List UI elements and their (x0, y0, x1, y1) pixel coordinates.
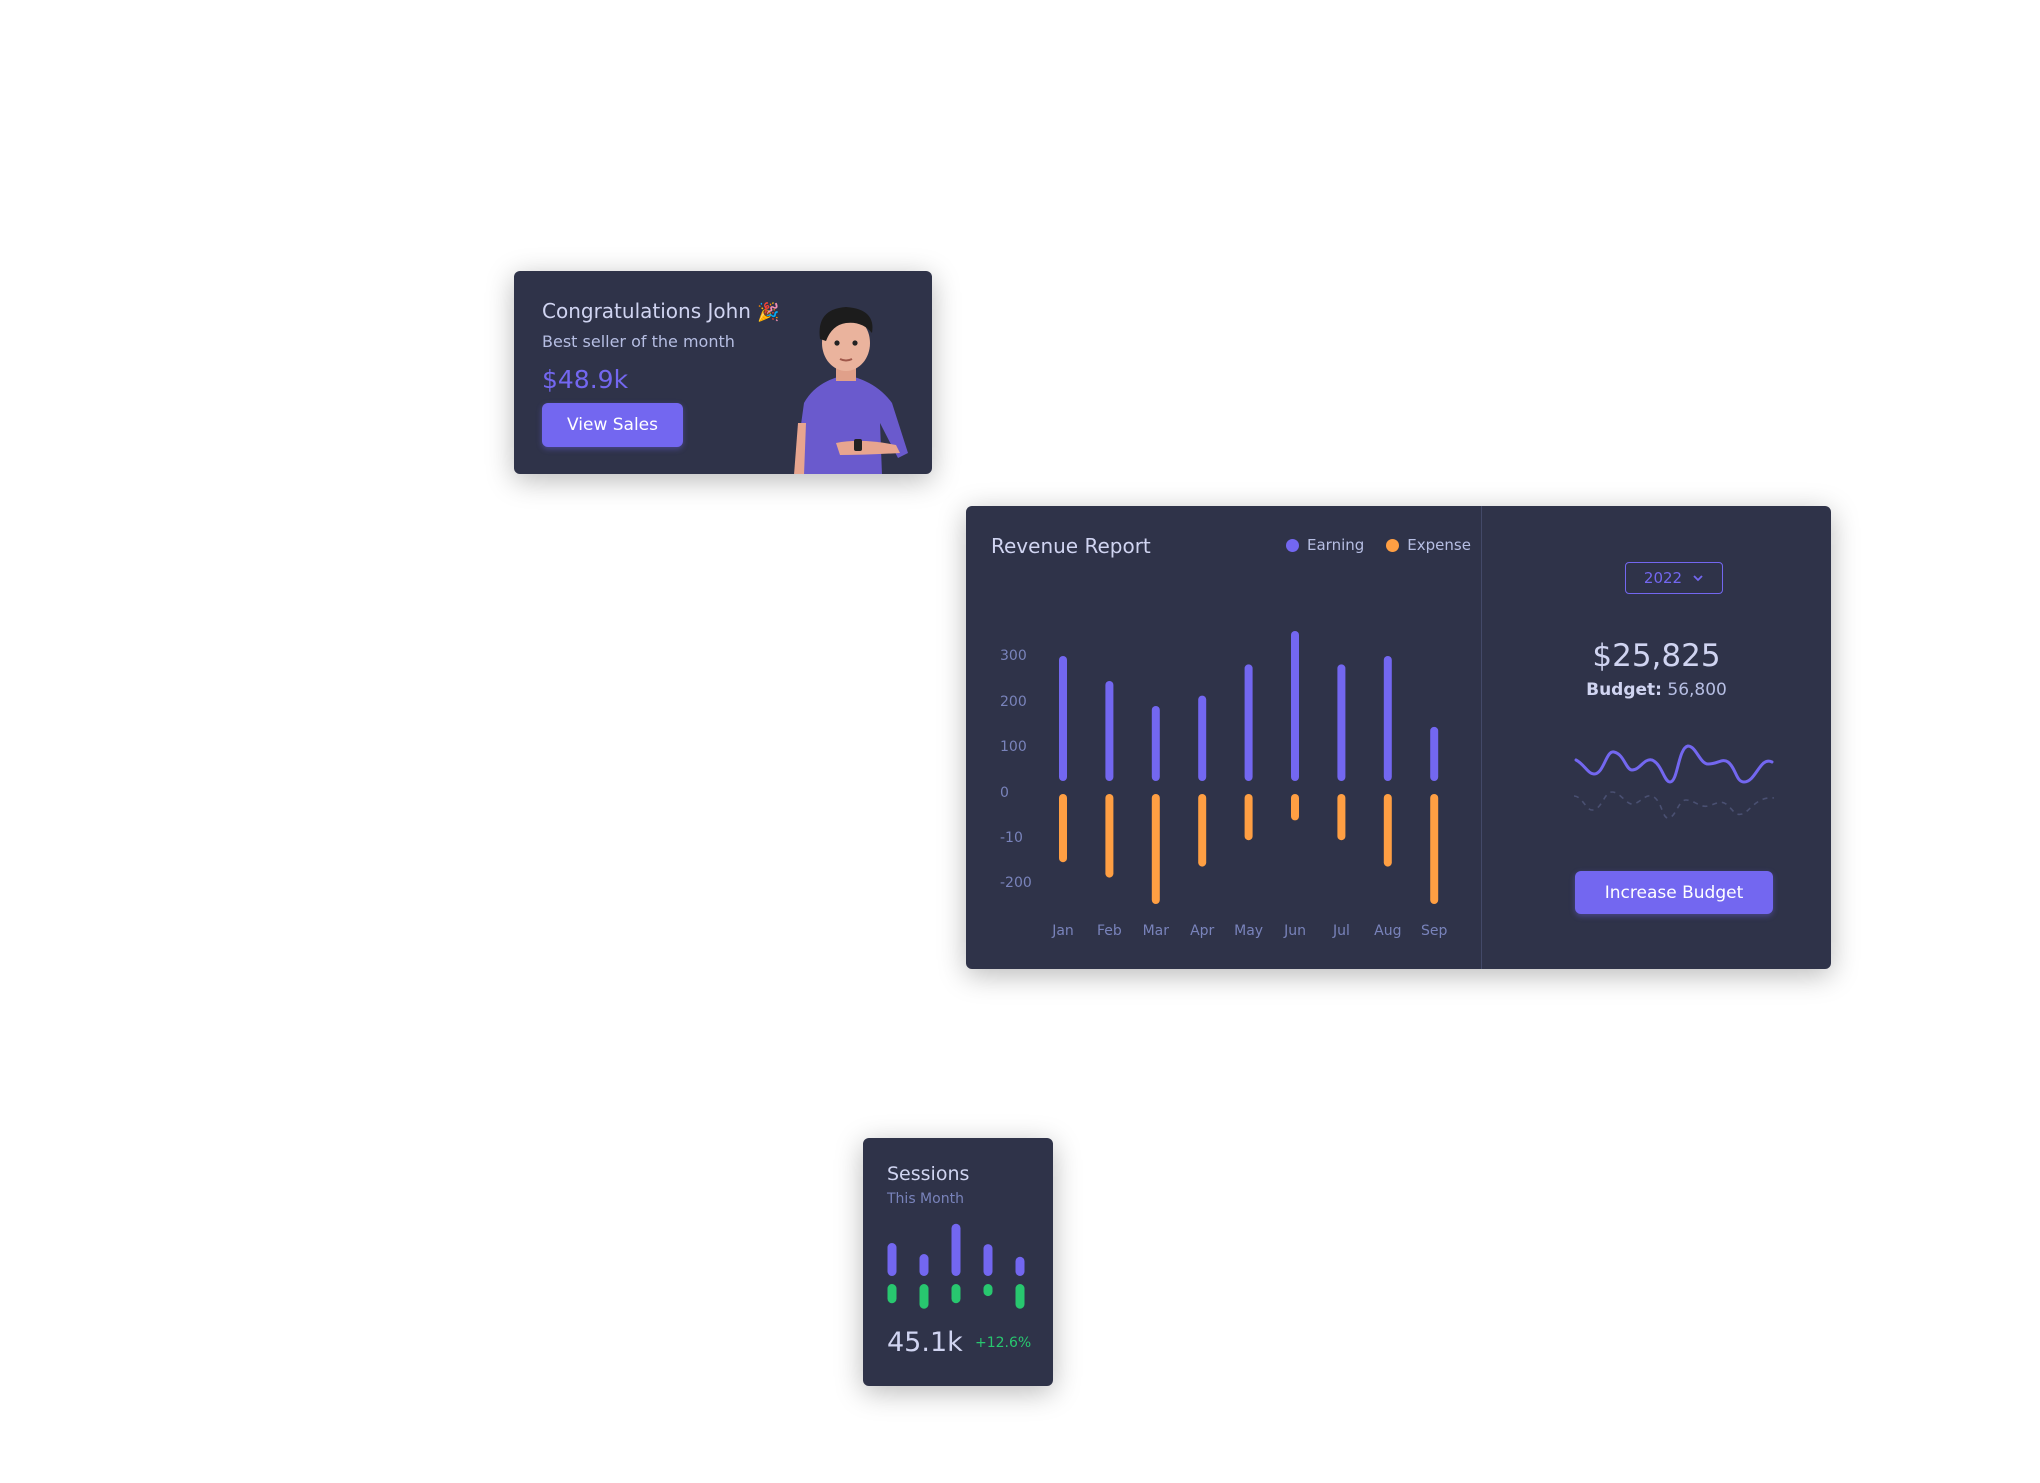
x-tick-label: Jul (1332, 923, 1350, 939)
x-tick-label: Jan (1051, 923, 1074, 939)
expense-bar (1059, 794, 1067, 863)
earning-bar (1383, 656, 1392, 781)
session-bar-top (887, 1243, 897, 1276)
session-bar-bottom (951, 1284, 961, 1304)
increase-budget-button[interactable]: Increase Budget (1575, 871, 1773, 914)
expense-bar (1105, 794, 1114, 878)
sessions-change: +12.6% (975, 1335, 1032, 1351)
earning-bar (1198, 695, 1207, 781)
expense-bar (1151, 794, 1160, 904)
budget-label: Budget: (1586, 680, 1662, 700)
x-tick-label: Mar (1143, 923, 1170, 939)
panel-divider (1481, 506, 1482, 969)
y-tick-label: 200 (1000, 694, 1027, 710)
congrats-subtitle: Best seller of the month (542, 332, 735, 351)
budget-sparkline (1574, 744, 1774, 819)
session-bar-top (983, 1244, 993, 1276)
chevron-down-icon (1693, 575, 1703, 582)
legend-earning-label: Earning (1307, 536, 1365, 554)
revenue-bar-chart: 300 200 100 0 -10 -200 Jan Feb Mar Apr May Jun Jul Au… (1000, 631, 1448, 939)
revenue-total: $25,825 (1592, 638, 1721, 674)
y-tick-label: -200 (1000, 875, 1032, 891)
legend-expense-dot (1386, 538, 1400, 552)
y-tick-label: 300 (1000, 648, 1027, 664)
legend-earning-dot (1286, 538, 1299, 552)
x-tick-label: Apr (1190, 923, 1214, 939)
avatar-illustration (794, 307, 908, 474)
sessions-value: 45.1k (887, 1327, 963, 1358)
chart-legend: Earning Expense (1286, 536, 1471, 554)
session-bar-top (1015, 1256, 1025, 1276)
year-select-value: 2022 (1643, 569, 1683, 587)
expense-bar (1198, 794, 1207, 867)
session-bar-bottom (919, 1284, 929, 1309)
revenue-title: Revenue Report (991, 534, 1151, 558)
session-bar-top (919, 1254, 929, 1276)
x-tick-label: Jun (1283, 923, 1306, 939)
earning-bar (1244, 664, 1253, 781)
expense-bar (1383, 794, 1392, 867)
earning-bar (1337, 664, 1346, 781)
budget-line: Budget: 56,800 (1482, 680, 1831, 700)
legend-expense-label: Expense (1407, 536, 1471, 554)
view-sales-button[interactable]: View Sales (542, 403, 683, 447)
session-bar-bottom (887, 1284, 897, 1304)
expense-bar (1291, 794, 1299, 821)
expense-bar (1430, 794, 1439, 904)
x-tick-label: Feb (1097, 923, 1122, 939)
sessions-subtitle: This Month (887, 1191, 964, 1207)
session-bar-bottom (1015, 1284, 1025, 1309)
earning-bar (1291, 631, 1299, 781)
x-tick-label: Sep (1421, 923, 1448, 939)
session-bar-top (951, 1223, 961, 1276)
y-tick-label: -10 (1000, 830, 1023, 846)
congratulations-card: Congratulations John 🎉 Best seller of th… (514, 271, 932, 474)
sessions-title: Sessions (887, 1163, 970, 1185)
earning-bar (1151, 706, 1160, 781)
y-tick-label: 100 (1000, 739, 1027, 755)
sessions-bar-chart (887, 1223, 1025, 1309)
sparkline-actual (1574, 744, 1774, 784)
congrats-title: Congratulations John 🎉 (542, 299, 780, 323)
x-tick-label: Aug (1374, 923, 1401, 939)
sparkline-baseline (1574, 791, 1774, 819)
earning-bar (1105, 681, 1114, 781)
sales-amount: $48.9k (542, 365, 629, 394)
year-select[interactable]: 2022 (1625, 562, 1723, 594)
expense-bar (1244, 794, 1253, 841)
revenue-report-card: Revenue Report Earning Expense 300 200 100… (966, 506, 1831, 969)
session-bar-bottom (983, 1284, 993, 1297)
party-popper-icon: 🎉 (757, 302, 780, 323)
y-tick-label: 0 (1000, 785, 1009, 801)
expense-bar (1337, 794, 1346, 841)
x-tick-label: May (1234, 923, 1263, 939)
budget-value: 56,800 (1667, 680, 1727, 700)
congrats-title-text: Congratulations John (542, 299, 751, 323)
earning-bar (1430, 726, 1439, 781)
earning-bar (1059, 656, 1067, 781)
sessions-card: Sessions This Month 45.1k +12.6% (863, 1138, 1053, 1386)
